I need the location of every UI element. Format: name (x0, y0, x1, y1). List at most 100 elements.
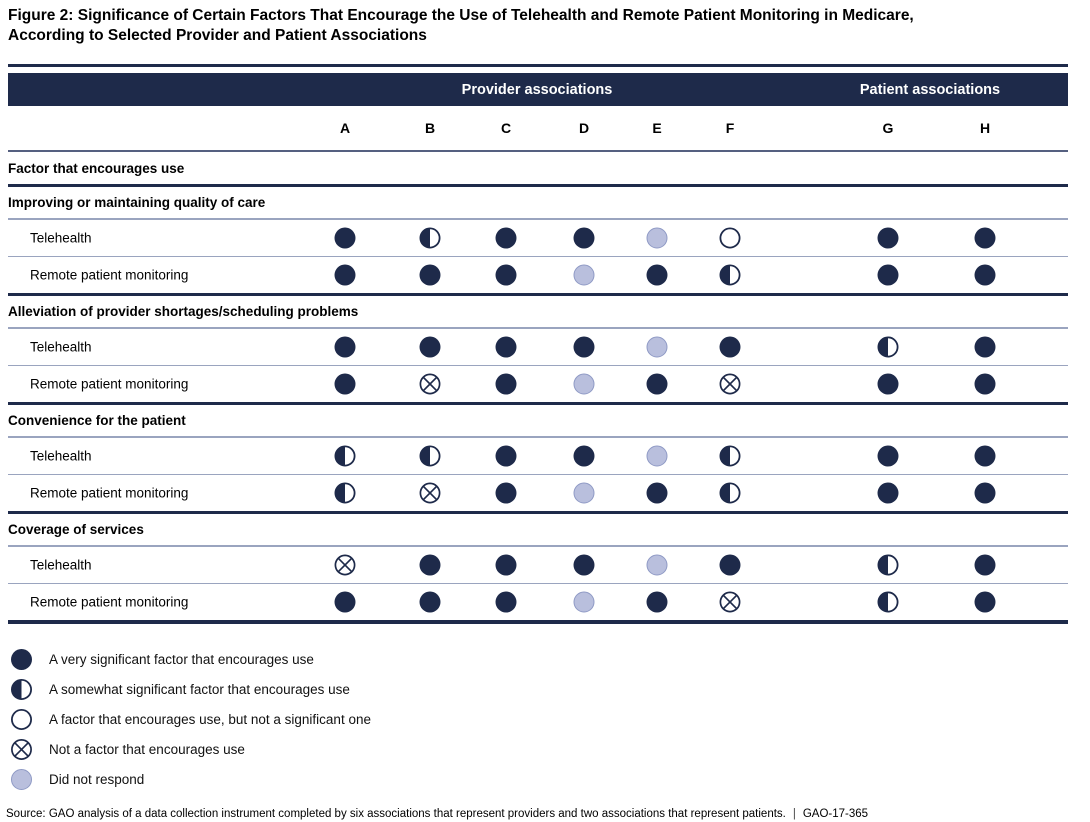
symbol-cell (974, 226, 997, 249)
very-significant-icon (495, 591, 517, 613)
symbol-cell (719, 553, 742, 576)
very-significant-icon (495, 373, 517, 395)
symbol-cell (495, 264, 518, 287)
very-significant-icon (646, 591, 668, 613)
did-not-respond-icon (11, 768, 32, 790)
did-not-respond-icon (573, 482, 595, 504)
did-not-respond-icon (646, 554, 668, 575)
symbol-cell (877, 226, 900, 249)
very-significant-icon (334, 264, 356, 286)
somewhat-significant-icon (719, 444, 741, 467)
very-significant-icon (419, 591, 441, 613)
symbol-cell (646, 373, 669, 396)
very-significant-icon (646, 482, 668, 504)
row-label: Telehealth (30, 557, 92, 572)
symbol-cell (877, 591, 900, 614)
somewhat-significant-icon (719, 264, 741, 286)
very-significant-icon (495, 554, 517, 575)
table-row: Telehealth (8, 220, 1068, 256)
somewhat-significant-icon (334, 444, 356, 467)
symbol-cell (495, 482, 518, 505)
did-not-respond-icon (646, 227, 668, 248)
not-a-factor-icon (334, 554, 356, 575)
symbol-cell (419, 444, 442, 467)
column-letter-A: A (339, 120, 351, 136)
legend: A very significant factor that encourage… (8, 644, 1068, 794)
did-not-respond-icon (573, 264, 595, 286)
very-significant-icon (495, 336, 517, 357)
very-significant-icon (573, 227, 595, 248)
provider-associations-header: Provider associations (461, 81, 613, 98)
row-label: Telehealth (30, 230, 92, 245)
symbol-cell (719, 335, 742, 358)
symbol-cell (974, 264, 997, 287)
symbol-cell (573, 482, 596, 505)
very-significant-icon (646, 373, 668, 395)
very-significant-icon (974, 482, 996, 504)
symbol-cell (877, 444, 900, 467)
very-significant-icon (719, 554, 741, 575)
very-significant-icon (877, 482, 899, 504)
legend-label: A very significant factor that encourage… (49, 651, 314, 667)
symbol-cell (573, 553, 596, 576)
figure: Figure 2: Significance of Certain Factor… (6, 6, 1068, 820)
divider (8, 218, 1068, 220)
symbol-cell (646, 264, 669, 287)
somewhat-significant-icon (419, 226, 441, 249)
symbol-cell (495, 335, 518, 358)
somewhat-significant-icon (877, 553, 899, 576)
not-a-factor-icon (719, 591, 741, 613)
row-label: Remote patient monitoring (30, 376, 189, 392)
table-row: Remote patient monitoring (8, 475, 1068, 511)
very-significant-icon (334, 373, 356, 395)
section-label: Improving or maintaining quality of care (8, 195, 266, 210)
very-significant-icon (495, 482, 517, 504)
divider (8, 364, 1068, 366)
very-significant-icon (974, 445, 996, 466)
somewhat-significant-icon (877, 591, 899, 613)
column-letter-F: F (725, 120, 735, 136)
symbol-cell (719, 482, 742, 505)
legend-item: A very significant factor that encourage… (10, 644, 1068, 674)
figure-title: Figure 2: Significance of Certain Factor… (8, 6, 1068, 46)
symbol-cell (334, 591, 357, 614)
symbol-cell (646, 591, 669, 614)
column-letters-row: A B C D E F G H (8, 106, 1068, 150)
somewhat-significant-icon (10, 678, 33, 700)
symbol-cell (334, 264, 357, 287)
not-a-factor-icon (419, 482, 441, 504)
divider (8, 184, 1068, 187)
very-significant-icon (495, 227, 517, 248)
did-not-respond-icon (573, 373, 595, 395)
symbol-cell (974, 373, 997, 396)
symbol-cell (334, 226, 357, 249)
encourages-not-significant-icon (719, 226, 741, 249)
symbol-cell (495, 444, 518, 467)
symbol-cell (719, 264, 742, 287)
did-not-respond-icon (646, 336, 668, 357)
column-letter-D: D (578, 120, 590, 136)
table-row: Telehealth (8, 547, 1068, 583)
very-significant-icon (11, 648, 32, 670)
symbol-cell (877, 482, 900, 505)
not-a-factor-icon (419, 373, 441, 395)
symbol-cell (419, 264, 442, 287)
symbol-cell (495, 373, 518, 396)
symbol-cell (646, 553, 669, 576)
symbol-cell (573, 335, 596, 358)
divider (8, 255, 1068, 257)
gao-report-number: GAO-17-365 (802, 808, 869, 820)
divider (8, 582, 1068, 584)
did-not-respond-icon (573, 591, 595, 613)
divider (8, 402, 1068, 405)
row-label: Remote patient monitoring (30, 485, 189, 501)
legend-item: Did not respond (10, 764, 1068, 794)
symbol-cell (419, 591, 442, 614)
section-header-row: Improving or maintaining quality of care (8, 187, 1068, 218)
symbol-cell (573, 373, 596, 396)
somewhat-significant-icon (334, 482, 356, 504)
symbol-cell (646, 444, 669, 467)
section-label: Convenience for the patient (8, 413, 186, 428)
table-row: Remote patient monitoring (8, 257, 1068, 293)
row-label: Remote patient monitoring (30, 594, 189, 610)
